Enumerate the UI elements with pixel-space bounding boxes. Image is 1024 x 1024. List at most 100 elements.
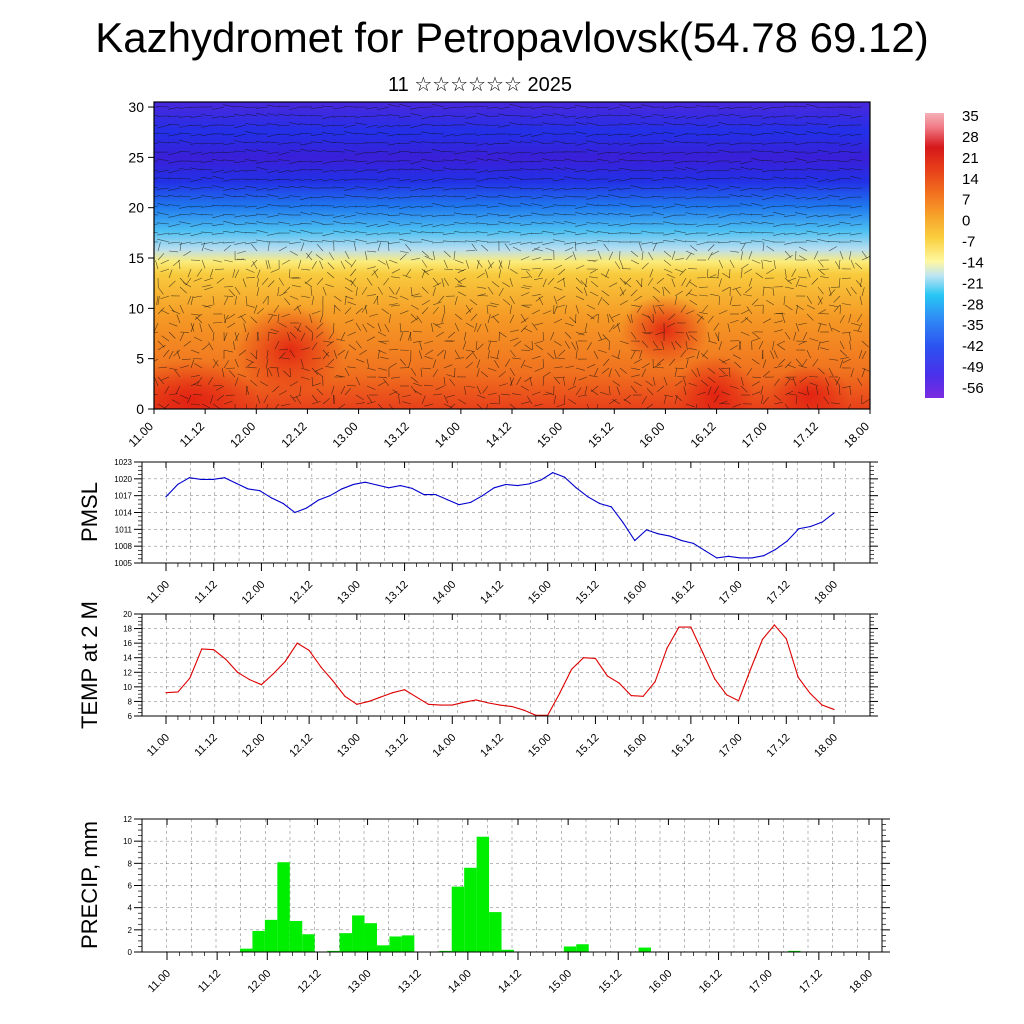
temp-xtick: 13.00	[335, 732, 363, 760]
pmsl-point	[704, 550, 706, 552]
temp-point	[439, 704, 441, 706]
precip-xtick: 13.12	[396, 968, 424, 996]
precip-bar	[501, 949, 514, 952]
temp-point	[165, 692, 167, 694]
precip-xtick: 14.12	[496, 968, 524, 996]
cross-section-xtick: 14.12	[483, 419, 514, 450]
pmsl-point	[692, 542, 694, 544]
pmsl-point	[505, 483, 507, 486]
precip-xtick: 12.00	[245, 968, 273, 996]
pmsl-point	[798, 528, 800, 530]
temp-point	[785, 638, 787, 640]
pmsl-point	[411, 487, 413, 489]
pmsl-point	[575, 487, 577, 489]
temp-point	[511, 705, 513, 708]
precip-bar	[464, 867, 477, 952]
temp-point	[594, 657, 597, 660]
precip-bar	[788, 950, 801, 952]
temp-point	[690, 626, 692, 628]
temp-point	[320, 666, 322, 668]
temp-point	[308, 649, 310, 652]
pmsl-point	[481, 495, 484, 497]
pmsl-point	[306, 507, 308, 509]
precip-xtick: 15.00	[546, 968, 574, 996]
temp-point	[761, 638, 764, 641]
temp-xtick: 18.00	[812, 732, 840, 760]
page-subtitle: 11 ☆☆☆☆☆☆ 2025	[388, 74, 572, 96]
pmsl-point	[657, 533, 659, 535]
pmsl-point	[434, 493, 437, 496]
temp-xtick: 11.12	[192, 732, 219, 759]
temp-point	[284, 660, 286, 662]
cross-section-xtick: 15.00	[534, 419, 565, 450]
pmsl-xtick: 18.00	[812, 579, 840, 607]
colorbar-label: 21	[962, 150, 979, 167]
precip-bar	[289, 920, 303, 952]
cross-section-ytick: 5	[136, 351, 144, 367]
cross-section-xtick: 17.00	[739, 419, 770, 450]
pmsl-point	[200, 478, 202, 480]
temp-series-line	[165, 624, 835, 716]
cross-section-xtick: 18.00	[841, 419, 872, 450]
pmsl-xtick: 13.00	[335, 579, 363, 607]
temp-ytick: 6	[128, 712, 133, 721]
temp-point	[356, 703, 358, 705]
precip-bar	[638, 947, 652, 952]
colorbar-label: -35	[962, 317, 984, 334]
precip-bar	[389, 936, 402, 952]
temp-point	[714, 678, 716, 680]
temp-point	[737, 700, 740, 702]
temp-point	[260, 684, 263, 686]
pmsl-point	[294, 511, 296, 514]
pmsl-point	[634, 539, 636, 542]
pmsl-ytick: 1020	[114, 475, 132, 484]
precip-bar	[364, 923, 377, 952]
cross-section-ytick: 25	[128, 149, 144, 165]
temp-point	[654, 681, 656, 683]
temp-point	[630, 695, 632, 697]
cross-section-xtick: 16.12	[688, 419, 719, 450]
cross-section-xtick: 16.00	[636, 419, 667, 450]
temp-point	[570, 668, 573, 670]
pmsl-point	[751, 557, 753, 559]
temp-xtick: 12.00	[240, 732, 268, 760]
temp-point	[618, 682, 620, 684]
temp-point	[451, 704, 453, 706]
wind-barbs	[154, 103, 870, 409]
pmsl-point	[563, 476, 566, 478]
cross-section-xtick: 13.00	[330, 419, 361, 450]
precip-bar	[252, 930, 265, 952]
temp-ylabel: TEMP at 2 M	[77, 601, 102, 729]
temp-point	[213, 649, 215, 651]
pmsl-ytick: 1017	[114, 492, 132, 501]
temp-point	[189, 677, 191, 679]
pmsl-point	[224, 477, 226, 479]
temp-point	[809, 692, 811, 695]
temp-ytick: 20	[123, 610, 132, 619]
temp-ytick: 10	[123, 683, 132, 692]
temp-point	[272, 673, 274, 675]
temp-point	[499, 704, 501, 706]
precip-ytick: 6	[128, 882, 133, 891]
pmsl-ytick: 1014	[114, 509, 132, 518]
precip-xtick: 15.12	[596, 968, 624, 996]
pmsl-point	[188, 477, 191, 479]
pmsl-point	[516, 484, 519, 487]
precip-xtick: 12.12	[296, 968, 324, 996]
temp-point	[380, 696, 382, 698]
temp-point	[749, 668, 752, 670]
pmsl-xtick: 15.12	[574, 579, 602, 607]
pmsl-point	[329, 495, 331, 497]
pmsl-ytick: 1008	[114, 542, 132, 551]
temp-point	[201, 648, 203, 650]
temp-point	[403, 689, 406, 691]
precip-bar	[239, 948, 253, 952]
precip-bar	[576, 944, 589, 952]
pmsl-point	[247, 488, 249, 490]
pmsl-xtick: 16.00	[621, 579, 649, 607]
precip-bar	[376, 945, 390, 952]
pmsl-point	[599, 502, 601, 505]
cross-section-ytick: 20	[128, 200, 144, 216]
precip-xtick: 16.12	[697, 968, 725, 996]
